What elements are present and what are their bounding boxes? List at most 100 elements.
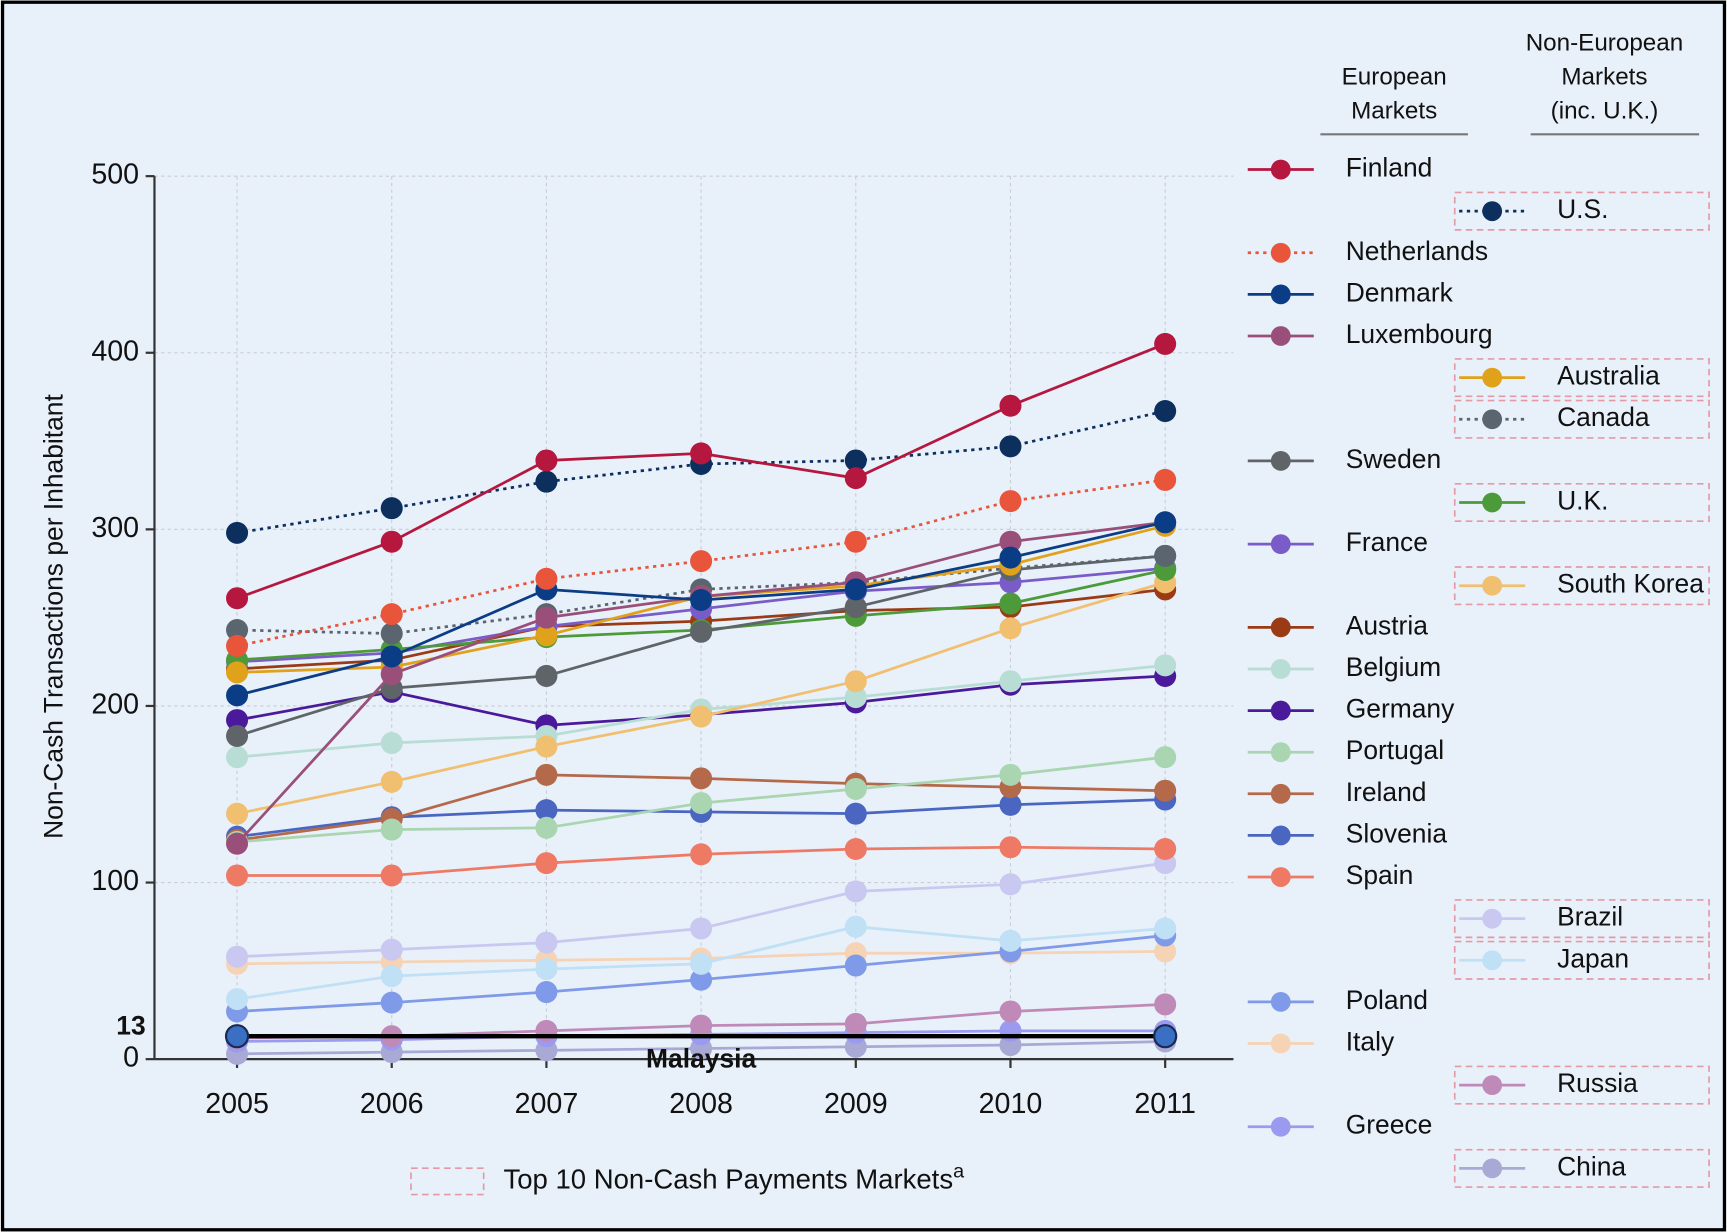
legend-label: U.K.: [1557, 485, 1608, 515]
legend-item: Russia: [1453, 1065, 1710, 1105]
legend-item: Canada: [1453, 399, 1710, 439]
x-tick-label: 2007: [515, 1088, 579, 1120]
top10-box: [1453, 191, 1710, 231]
legend-item: Sweden: [1247, 444, 1441, 474]
data-point: [999, 929, 1022, 952]
legend-swatch: [1482, 950, 1503, 971]
legend-item: Slovenia: [1247, 818, 1448, 848]
legend-label: Italy: [1346, 1026, 1395, 1056]
y-tick-label: 200: [91, 689, 139, 721]
legend-label: Poland: [1346, 985, 1428, 1015]
data-point: [226, 587, 249, 610]
legend-swatch: [1482, 1158, 1503, 1179]
legend-swatch: [1482, 367, 1503, 388]
data-point: [226, 724, 249, 747]
data-point: [690, 843, 713, 866]
legend-label: Germany: [1346, 694, 1455, 724]
data-point: [844, 578, 867, 601]
data-point: [226, 802, 249, 825]
data-point: [844, 686, 867, 709]
y-tick-label: 100: [91, 865, 139, 897]
legend-item: U.S.: [1453, 191, 1710, 231]
data-point: [535, 816, 558, 839]
x-tick-label: 2006: [360, 1088, 424, 1120]
data-point: [690, 792, 713, 815]
data-point: [380, 622, 403, 645]
data-point: [844, 880, 867, 903]
series: [226, 468, 1177, 657]
data-point: [690, 952, 713, 975]
data-point: [999, 490, 1022, 513]
legend-label: Denmark: [1346, 277, 1454, 307]
top10-box: [1453, 899, 1710, 939]
footnote: Top 10 Non-Cash Payments Marketsa: [503, 1161, 965, 1195]
data-point: [844, 530, 867, 553]
data-point: [690, 705, 713, 728]
legend-label: Austria: [1346, 610, 1428, 640]
data-point: [844, 670, 867, 693]
x-tick-label: 2011: [1134, 1088, 1196, 1120]
data-point: [999, 1000, 1022, 1023]
legend-label: Slovenia: [1346, 818, 1448, 848]
legend-item: Poland: [1247, 985, 1428, 1015]
legend-label: Finland: [1346, 153, 1433, 183]
legend-item: Spain: [1247, 860, 1413, 890]
legend-label: Japan: [1557, 943, 1629, 973]
data-point: [999, 435, 1022, 458]
legend-item: Germany: [1247, 694, 1455, 724]
data-point: [535, 799, 558, 822]
data-point: [844, 837, 867, 861]
data-point: [226, 988, 249, 1011]
data-point: [535, 624, 558, 647]
legend-swatch: [1270, 783, 1291, 804]
series: [226, 836, 1177, 887]
data-point: [380, 818, 403, 841]
data-point: [535, 1019, 558, 1042]
data-point: [999, 1019, 1022, 1042]
data-point: [844, 954, 867, 977]
top10-box: [1453, 399, 1710, 439]
data-point: [226, 746, 249, 769]
series: [226, 332, 1177, 610]
data-point: [535, 606, 558, 629]
data-point: [226, 661, 249, 684]
data-point: [535, 735, 558, 758]
data-point: [380, 732, 403, 755]
data-point: [1154, 993, 1177, 1016]
legend-item: Finland: [1247, 153, 1433, 183]
legend-swatch: [1482, 575, 1503, 596]
legend-label: Sweden: [1346, 444, 1441, 474]
data-point: [226, 945, 249, 968]
top10-box: [1453, 566, 1710, 606]
data-point: [844, 596, 867, 619]
legend-header: (inc. U.K.): [1551, 98, 1659, 125]
annotation-point: [224, 1024, 250, 1049]
data-point: [844, 467, 867, 490]
top10-box: [1453, 482, 1710, 523]
data-point: [535, 931, 558, 954]
data-point: [535, 449, 558, 472]
data-point: [844, 915, 867, 938]
legend-swatch: [1482, 409, 1503, 430]
data-point: [999, 617, 1022, 640]
legend-item: Portugal: [1247, 735, 1444, 765]
legend-label: Ireland: [1346, 777, 1427, 807]
data-point: [1154, 654, 1177, 677]
data-point: [1154, 332, 1177, 355]
data-point: [999, 836, 1022, 859]
data-point: [844, 1012, 867, 1035]
top10-box: [1453, 940, 1710, 980]
footnote-box: [410, 1167, 485, 1196]
data-point: [380, 645, 403, 668]
legend-label: China: [1557, 1151, 1626, 1181]
legend-swatch: [1270, 326, 1291, 346]
legend-swatch: [1270, 1033, 1291, 1054]
y-tick-label: 400: [91, 335, 139, 367]
legend-swatch: [1270, 1116, 1291, 1137]
legend-swatch: [1270, 825, 1291, 846]
legend-swatch: [1270, 450, 1291, 471]
data-point: [690, 767, 713, 790]
legend-label: France: [1346, 527, 1428, 557]
data-point: [844, 802, 867, 825]
